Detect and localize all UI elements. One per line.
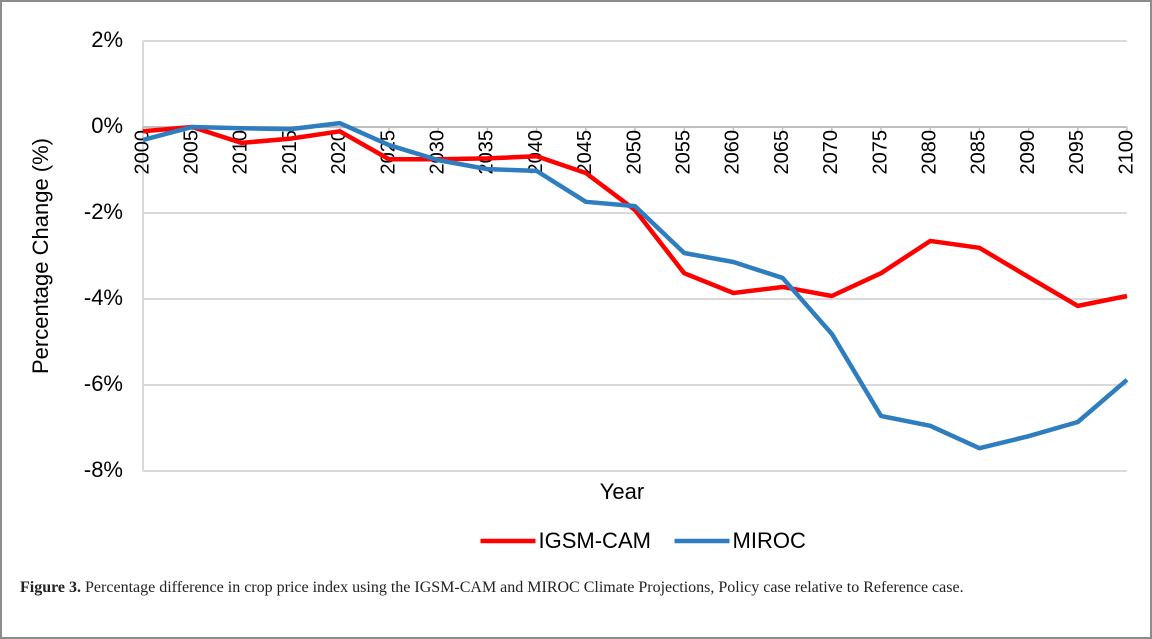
y-tick-label: -4%	[84, 285, 123, 310]
x-axis-label: Year	[600, 479, 644, 504]
x-tick-label: 2045	[574, 130, 596, 175]
series-line	[142, 120, 1129, 451]
y-tick-label: -8%	[84, 457, 123, 482]
chart: Year Percentage Change (%) -8% -6% -4% -2% 0…	[28, 27, 1137, 553]
x-tick-label: 2055	[672, 130, 694, 175]
x-tick-label: 2080	[918, 130, 940, 175]
y-tick-label: 0%	[91, 113, 123, 138]
x-tick-label: 2050	[623, 130, 645, 175]
y-tick-label: 2%	[91, 27, 123, 52]
caption-label: Figure 3.	[20, 579, 82, 596]
x-tick-label: 2075	[869, 130, 891, 175]
x-tick-label: 2100	[1115, 130, 1137, 175]
x-tick-label: 2090	[1017, 130, 1039, 175]
x-tick-label: 2070	[820, 130, 842, 175]
x-tick-label: 2020	[328, 130, 350, 175]
legend-label: IGSM-CAM	[539, 528, 651, 553]
x-tick-label: 2030	[426, 130, 448, 175]
series-line	[142, 124, 1128, 309]
x-tick-label: 2035	[476, 130, 498, 175]
caption-text: Percentage difference in crop price inde…	[85, 579, 964, 596]
x-tick-label: 2065	[771, 130, 793, 175]
x-tick-label: 2005	[180, 130, 202, 175]
y-tick-label: -2%	[84, 199, 123, 224]
x-tick-label: 2095	[1066, 130, 1088, 175]
legend-label: MIROC	[733, 528, 806, 553]
y-tick-label: -6%	[84, 371, 123, 396]
y-axis-label: Percentage Change (%)	[28, 138, 53, 374]
caption: Figure 3. Percentage difference in crop …	[20, 578, 1120, 598]
x-tick-label: 2010	[230, 130, 252, 175]
x-tick-label: 2060	[722, 130, 744, 175]
x-tick-label: 2040	[525, 130, 547, 175]
x-tick-label: 2085	[968, 130, 990, 175]
x-tick-label: 2000	[131, 130, 153, 175]
